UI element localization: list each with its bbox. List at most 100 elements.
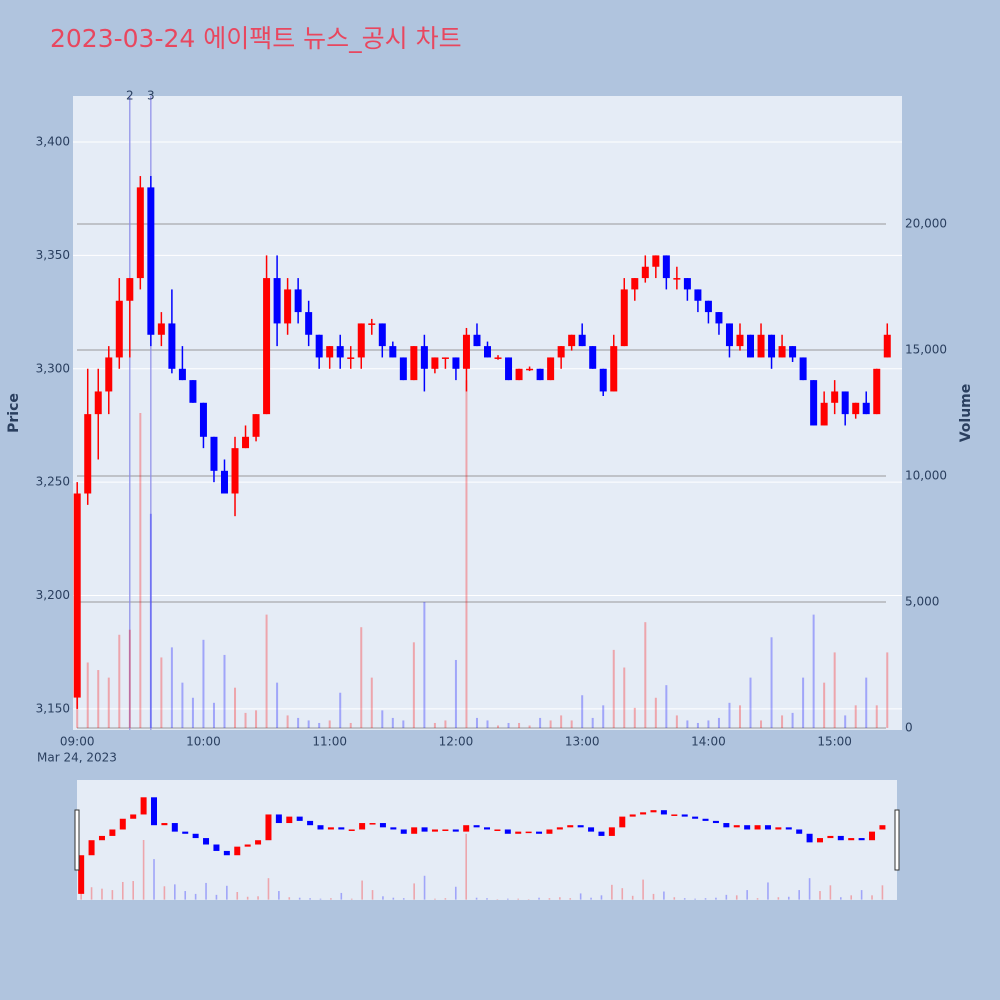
plot-area: [73, 96, 902, 730]
slider-volume-bar: [465, 833, 467, 900]
slider-volume-bar: [538, 897, 540, 900]
candle-body: [231, 448, 239, 494]
slider-candle: [244, 844, 251, 847]
candle-body: [715, 312, 723, 324]
volume-bar: [276, 682, 279, 729]
y-tick-label: 3,150: [36, 701, 70, 715]
y-tick-label: 3,300: [36, 361, 70, 375]
slider-volume-bar: [121, 881, 124, 900]
slider-volume-bar: [590, 897, 592, 900]
slider-candle: [171, 823, 178, 832]
volume-bar: [518, 722, 521, 729]
slider-candle: [192, 833, 199, 839]
slider-volume-bar: [517, 898, 520, 900]
slider-candle: [858, 838, 865, 841]
volume-bar: [118, 634, 121, 729]
slider-volume-bar: [382, 896, 384, 900]
slider-candle: [255, 840, 262, 845]
x-tick-label: 11:00: [312, 735, 347, 749]
volume-bar: [255, 710, 258, 729]
slider-candle: [369, 823, 376, 825]
slider-volume-bar: [486, 898, 488, 900]
candle-body: [620, 289, 628, 347]
slider-candle: [431, 829, 438, 832]
volume-bar: [244, 712, 247, 729]
volume-bar: [549, 720, 552, 729]
candle-body: [136, 187, 144, 279]
volume-bar: [760, 720, 763, 729]
slider-volume-bar: [777, 897, 780, 900]
slider-volume-bar: [278, 891, 280, 900]
candle-body: [168, 323, 176, 369]
slider-candle: [775, 827, 782, 830]
slider-candle: [98, 835, 105, 841]
slider-volume-bar: [90, 887, 93, 900]
volume-bar: [170, 647, 173, 729]
slider-candle: [182, 831, 189, 834]
slider-volume-bar: [194, 893, 197, 900]
slider-candle: [203, 838, 210, 845]
slider-volume-bar: [507, 898, 509, 900]
candle-body: [547, 357, 555, 381]
candle-body: [641, 266, 649, 279]
candle-body: [220, 470, 228, 494]
volume-bar: [412, 642, 415, 729]
slider-handle[interactable]: [894, 809, 900, 871]
slider-volume-bar: [423, 875, 426, 900]
volume-bar: [781, 715, 784, 729]
volume-bar: [444, 720, 447, 729]
slider-candle: [660, 810, 667, 815]
volume-bar: [507, 722, 510, 729]
volume-bar: [265, 614, 268, 729]
volume-bar: [128, 629, 131, 729]
slider-candle: [421, 827, 428, 832]
volume-bar: [833, 652, 836, 729]
slider-volume-bar: [611, 884, 613, 900]
candle-body: [725, 323, 733, 347]
slider-candle: [848, 838, 855, 841]
candle-body: [210, 436, 218, 471]
slider-volume-bar: [715, 897, 717, 900]
candle-body: [873, 368, 881, 415]
y2-tick-label: 0: [905, 721, 913, 735]
slider-volume-bar: [309, 898, 311, 900]
candle-body: [305, 312, 313, 335]
slider-candle: [223, 850, 230, 856]
slider-candle: [785, 827, 792, 830]
slider-volume-bar: [569, 898, 572, 900]
slider-candle: [837, 835, 844, 841]
slider-candle: [296, 816, 303, 821]
slider-volume-bar: [111, 890, 114, 900]
marker-label: 2: [126, 89, 134, 103]
slider-candle: [78, 855, 85, 894]
candle-body: [778, 346, 786, 358]
volume-bar: [707, 720, 710, 729]
slider-candle: [265, 814, 272, 841]
slider-volume-bar: [579, 893, 582, 900]
candle-body: [883, 334, 891, 358]
candle-body: [473, 334, 481, 347]
slider-volume-bar: [205, 882, 207, 900]
slider-volume-bar: [663, 891, 665, 900]
volume-bar: [318, 722, 321, 729]
volume-bar: [486, 720, 489, 729]
candle-body: [694, 289, 702, 301]
slider-candle: [390, 827, 397, 830]
volume-bar: [297, 717, 300, 729]
slider-volume-bar: [673, 897, 676, 900]
volume-bar: [107, 677, 110, 729]
slider-candle: [546, 829, 553, 834]
range-slider[interactable]: [77, 780, 897, 900]
volume-bar: [717, 717, 720, 729]
volume-bar: [360, 627, 363, 729]
slider-volume-bar: [236, 891, 239, 900]
slider-candle: [869, 831, 876, 841]
candle-body: [768, 334, 776, 358]
slider-handle[interactable]: [74, 809, 80, 871]
candle-body: [410, 346, 418, 381]
slider-candle: [286, 816, 293, 824]
slider-candle: [671, 814, 678, 816]
chart-title: 2023-03-24 에이팩트 뉴스_공시 차트: [50, 24, 462, 53]
slider-candle: [317, 825, 324, 830]
volume-bar: [612, 649, 615, 729]
